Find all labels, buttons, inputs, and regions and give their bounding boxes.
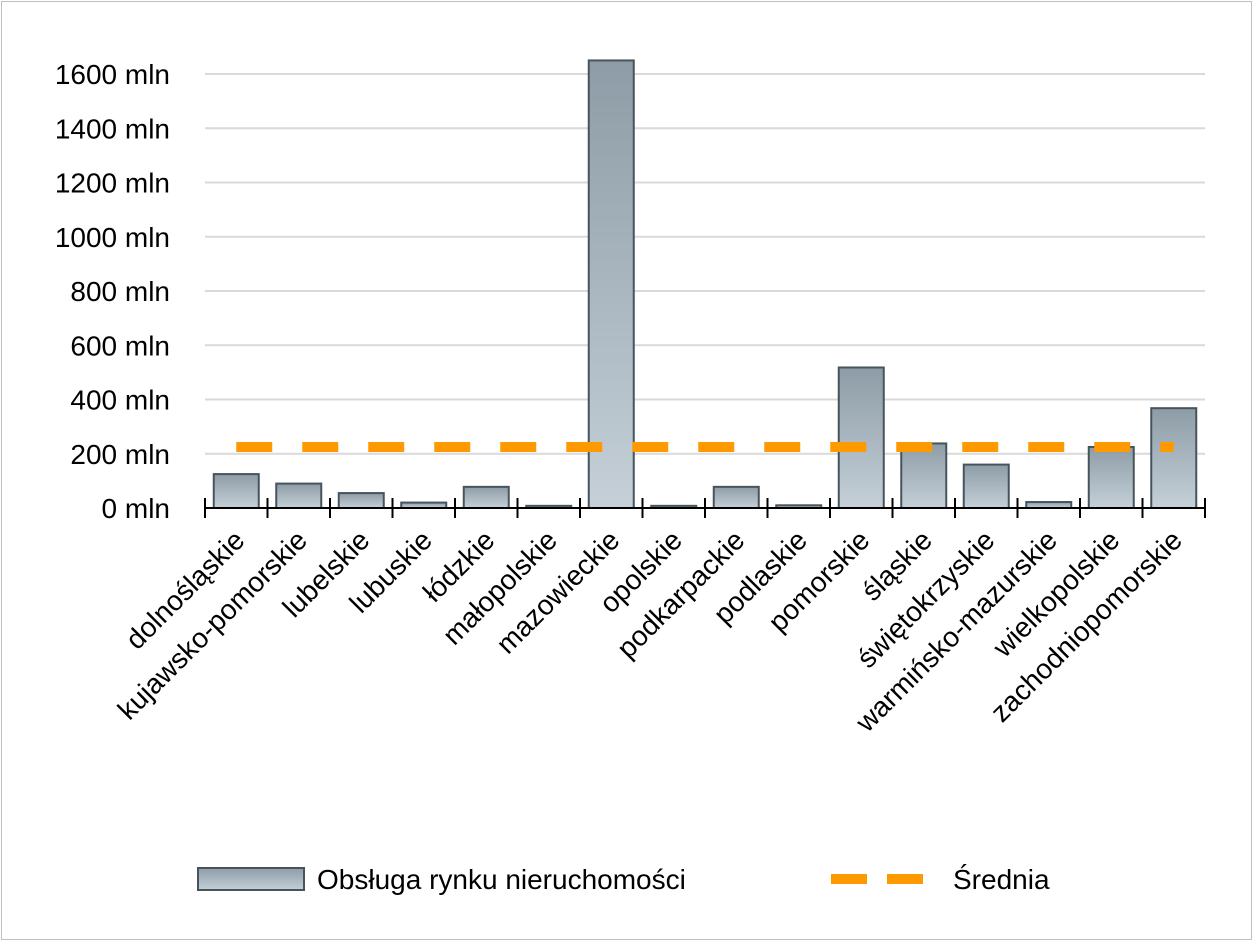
y-tick-label: 1400 mln bbox=[55, 113, 170, 144]
y-tick-label: 0 mln bbox=[102, 493, 170, 524]
x-axis-category-labels: dolnośląskiekujawsko-pomorskielubelskiel… bbox=[112, 524, 1188, 738]
gridlines bbox=[205, 73, 1205, 455]
bar bbox=[837, 366, 885, 509]
y-axis-tick-labels: 0 mln 200 mln 400 mln 600 mln 800 mln 1000 ml… bbox=[55, 59, 170, 524]
bar bbox=[462, 485, 510, 509]
y-tick-label: 1200 mln bbox=[55, 168, 170, 199]
bar bbox=[212, 473, 260, 509]
legend: Obsługa rynku nieruchomości Średnia bbox=[197, 863, 1050, 895]
bar bbox=[337, 492, 385, 509]
y-tick-label: 400 mln bbox=[70, 385, 170, 416]
y-tick-label: 1000 mln bbox=[55, 222, 170, 253]
y-tick-label: 600 mln bbox=[70, 330, 170, 361]
y-tick-label: 200 mln bbox=[70, 439, 170, 470]
bar bbox=[275, 482, 323, 509]
y-tick-label: 1600 mln bbox=[55, 59, 170, 90]
bar bbox=[712, 485, 760, 509]
x-axis bbox=[204, 498, 1206, 518]
bar bbox=[587, 59, 635, 509]
bar bbox=[1087, 445, 1135, 509]
bar bbox=[900, 442, 948, 510]
bar-series bbox=[212, 59, 1198, 510]
legend-label-bars: Obsługa rynku nieruchomości bbox=[317, 864, 686, 895]
bar bbox=[962, 463, 1010, 510]
bar bbox=[1150, 407, 1198, 509]
legend-label-average: Średnia bbox=[953, 863, 1050, 895]
y-tick-label: 800 mln bbox=[70, 276, 170, 307]
legend-swatch-bars bbox=[197, 867, 305, 891]
